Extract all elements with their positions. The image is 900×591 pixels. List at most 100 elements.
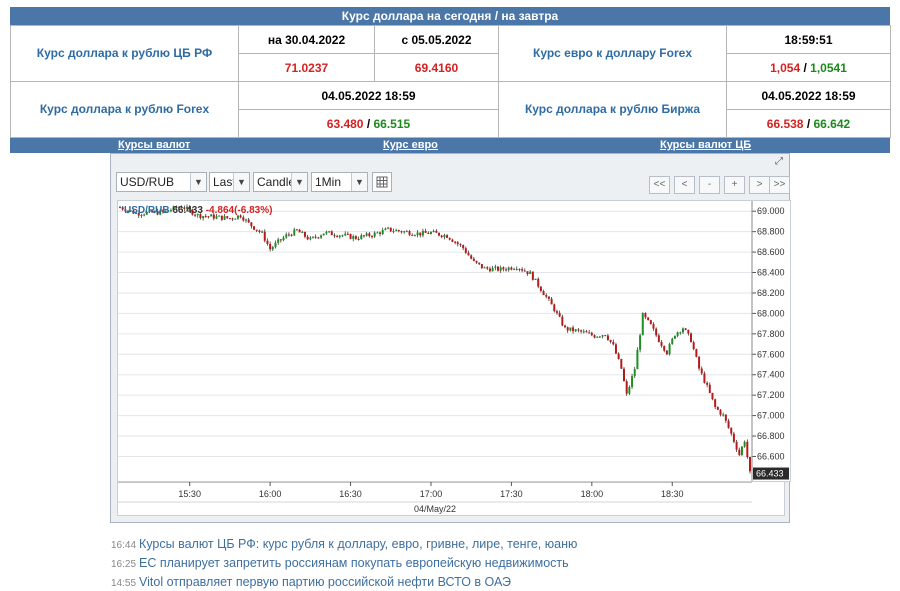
- candle-up: [196, 214, 199, 216]
- zoom-in-button[interactable]: +: [724, 176, 745, 194]
- candle-up: [376, 232, 379, 234]
- candle-up: [507, 267, 510, 271]
- news-time: 14:55: [111, 578, 137, 589]
- nav-next-button[interactable]: >: [749, 176, 770, 194]
- y-tick-label: 68.600: [757, 247, 785, 257]
- candle-down: [572, 327, 575, 332]
- candle-down: [539, 286, 542, 292]
- candle-down: [690, 333, 693, 343]
- nav-link-euro[interactable]: Курс евро: [383, 139, 438, 151]
- x-tick-label: 18:30: [661, 489, 684, 499]
- candle-up: [140, 214, 143, 216]
- field-select[interactable]: Last ▼: [209, 172, 250, 192]
- birzha-bid: 66.538: [766, 116, 804, 131]
- candle-down: [470, 255, 473, 259]
- candle-down: [652, 324, 655, 329]
- news-headline[interactable]: ЕС планирует запретить россиянам покупат…: [139, 556, 569, 570]
- nav-first-button[interactable]: <<: [649, 176, 670, 194]
- candle-down: [194, 214, 197, 216]
- candle-up: [681, 328, 684, 333]
- birzha-values: 66.538 / 66.642: [726, 109, 891, 138]
- candle-down: [397, 230, 400, 232]
- candle-down: [199, 214, 202, 219]
- news-item[interactable]: 16:25 ЕС планирует запретить россиянам по…: [111, 556, 791, 575]
- candle-down: [588, 332, 591, 334]
- news-item[interactable]: 16:44 Курсы валют ЦБ РФ: курс рубля к дол…: [111, 537, 791, 556]
- candle-up: [143, 214, 146, 216]
- candle-down: [368, 233, 371, 237]
- forex-bid: 63.480: [326, 116, 364, 131]
- x-tick-label: 15:30: [178, 489, 201, 499]
- candle-up: [633, 369, 636, 377]
- birzha-ask: 66.642: [813, 116, 851, 131]
- nav-link-cb-rates[interactable]: Курсы валют ЦБ: [660, 139, 752, 151]
- legend-symbol: USD/RUB: [124, 205, 170, 216]
- candle-down: [464, 248, 467, 253]
- candle-up: [153, 211, 156, 213]
- news-item[interactable]: 14:55 Vitol отправляет первую партию росс…: [111, 575, 791, 591]
- candle-down: [239, 215, 242, 218]
- candle-up: [301, 231, 304, 233]
- nav-link-rates[interactable]: Курсы валют: [118, 139, 191, 151]
- candle-down: [647, 317, 650, 321]
- candle-down: [523, 270, 526, 272]
- news-time: 16:25: [111, 559, 137, 570]
- candle-down: [735, 441, 738, 450]
- candle-up: [274, 242, 277, 248]
- symbol-select[interactable]: USD/RUB ▼: [116, 172, 207, 192]
- candle-down: [505, 269, 508, 271]
- x-axis-date-label: 04/May/22: [414, 504, 456, 514]
- candle-up: [282, 237, 285, 241]
- candle-down: [454, 241, 457, 243]
- candle-up: [328, 231, 331, 233]
- chart-widget: ⤢ USD/RUB ▼ Last ▼ Candle ▼ 1Min ▼ << < …: [110, 153, 791, 523]
- candle-down: [151, 210, 154, 213]
- candle-up: [236, 215, 239, 219]
- candle-up: [569, 327, 572, 331]
- candle-down: [719, 409, 722, 415]
- candle-down: [727, 420, 730, 428]
- candle-down: [609, 340, 612, 342]
- forex-separator: /: [363, 116, 374, 131]
- x-tick-label: 17:00: [420, 489, 443, 499]
- candle-down: [708, 384, 711, 393]
- candle-down: [714, 399, 717, 408]
- candle-up: [432, 230, 435, 233]
- news-headline[interactable]: Курсы валют ЦБ РФ: курс рубля к доллару,…: [139, 537, 578, 551]
- eur-usd-values: 1,054 / 1,0541: [726, 53, 891, 82]
- news-time: 16:44: [111, 540, 137, 551]
- field-select-value: Last: [213, 175, 236, 189]
- forex-rate-label[interactable]: Курс доллара к рублю Forex: [10, 81, 239, 138]
- chart-type-select[interactable]: Candle ▼: [253, 172, 308, 192]
- candle-up: [186, 206, 189, 209]
- expand-icon[interactable]: ⤢: [775, 156, 783, 167]
- candle-up: [534, 278, 537, 280]
- eur-usd-label[interactable]: Курс евро к доллару Forex: [498, 25, 727, 82]
- candle-down: [655, 328, 658, 336]
- candle-down: [623, 368, 625, 382]
- interval-select[interactable]: 1Min ▼: [311, 172, 368, 192]
- candle-up: [483, 267, 486, 269]
- cb-rate-label[interactable]: Курс доллара к рублю ЦБ РФ: [10, 25, 239, 82]
- chart-plot-area[interactable]: 69.000 68.800 68.600 68.400 68.200 68.000 67.8…: [117, 200, 791, 482]
- candle-down: [295, 229, 298, 231]
- candle-down: [462, 245, 465, 249]
- table-icon[interactable]: [372, 172, 392, 192]
- nav-last-button[interactable]: >>: [769, 176, 790, 194]
- candle-down: [451, 239, 454, 242]
- candle-down: [228, 218, 231, 220]
- zoom-out-button[interactable]: -: [699, 176, 720, 194]
- nav-prev-button[interactable]: <: [674, 176, 695, 194]
- cb-value-current: 71.0237: [238, 53, 375, 82]
- last-price-marker: [753, 467, 789, 480]
- candle-down: [724, 414, 727, 421]
- candle-down: [119, 207, 121, 209]
- candle-up: [320, 235, 323, 238]
- candle-down: [408, 231, 411, 235]
- candle-down: [700, 368, 703, 374]
- news-headline[interactable]: Vitol отправляет первую партию российско…: [139, 575, 512, 589]
- birzha-separator: /: [803, 116, 814, 131]
- candle-up: [164, 210, 167, 212]
- birzha-rate-label[interactable]: Курс доллара к рублю Биржа: [498, 81, 727, 138]
- y-tick-label: 67.400: [757, 370, 785, 380]
